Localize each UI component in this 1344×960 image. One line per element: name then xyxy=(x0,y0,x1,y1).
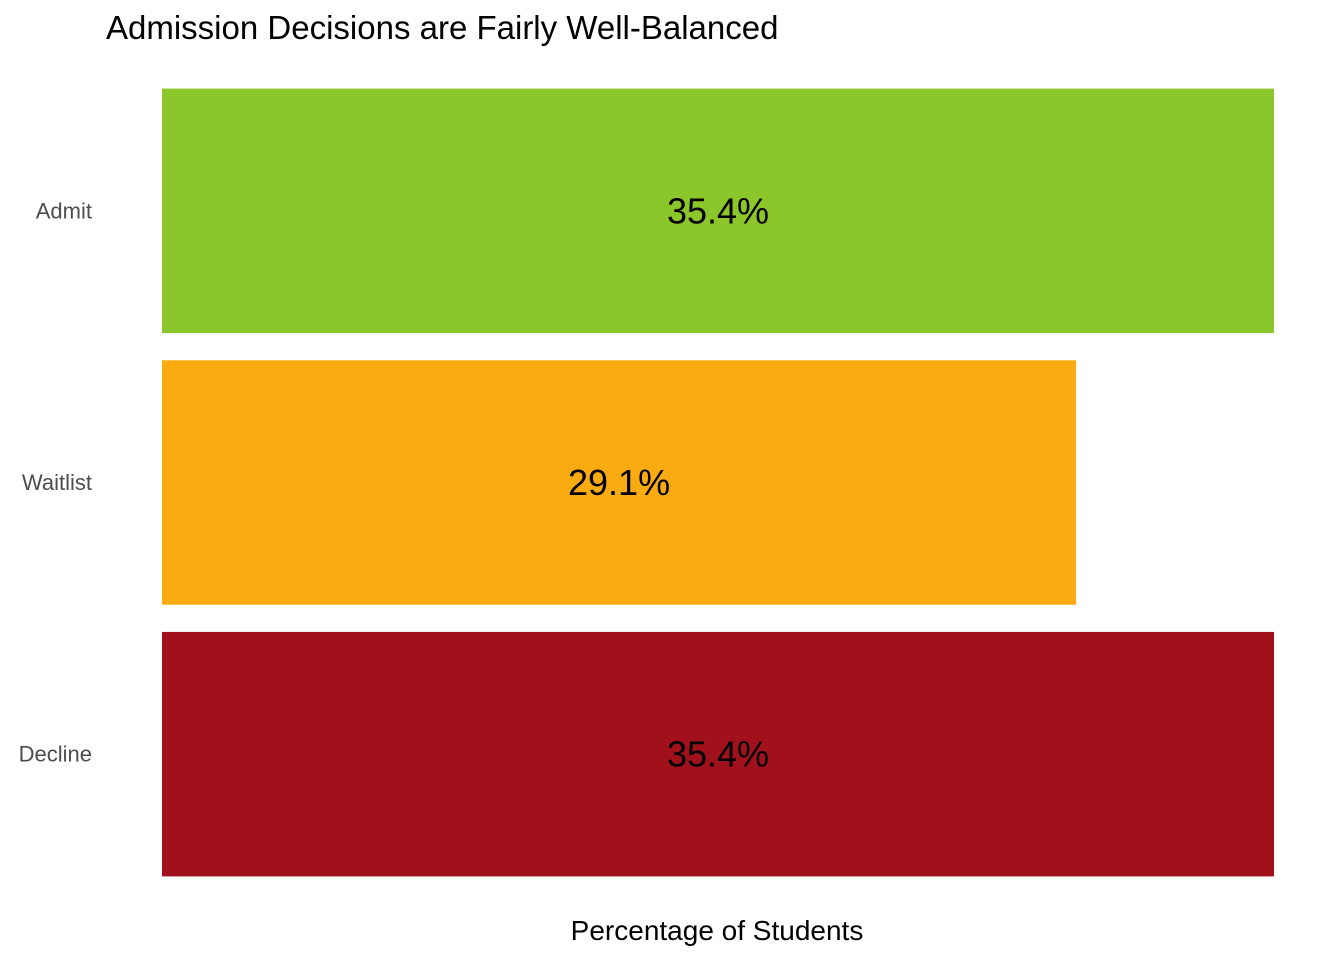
category-label-waitlist: Waitlist xyxy=(22,470,92,495)
bar-decline xyxy=(162,631,1274,877)
data-label-waitlist: 29.1% xyxy=(568,462,670,503)
data-label-admit: 35.4% xyxy=(667,190,769,231)
bar-waitlist xyxy=(162,360,1077,605)
labels-group: 35.4% Admit 29.1% Waitlist 35.4% Decline xyxy=(19,190,769,774)
data-label-decline: 35.4% xyxy=(667,734,769,775)
bar-admit xyxy=(162,88,1274,334)
category-label-admit: Admit xyxy=(36,198,92,223)
chart-title: Admission Decisions are Fairly Well-Bala… xyxy=(106,9,778,46)
category-label-decline: Decline xyxy=(19,742,92,767)
bars-group xyxy=(162,88,1274,877)
x-axis-title: Percentage of Students xyxy=(571,915,864,946)
